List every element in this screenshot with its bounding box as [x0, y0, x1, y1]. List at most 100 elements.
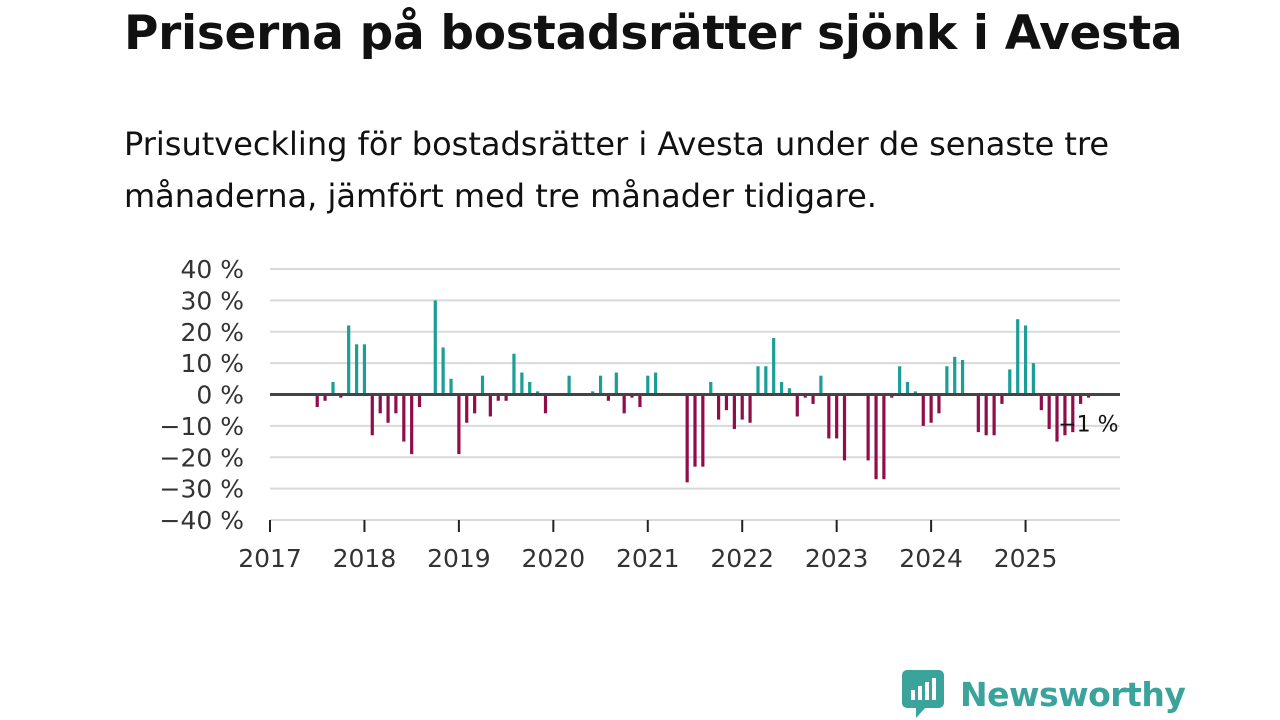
bar	[827, 394, 831, 439]
x-tick-label: 2021	[616, 544, 680, 573]
bar	[960, 359, 965, 395]
bar	[433, 300, 437, 395]
bar	[520, 372, 524, 395]
bar	[937, 394, 941, 414]
bar	[441, 347, 445, 395]
chart-subtitle: Prisutveckling för bostadsrätter i Avest…	[124, 125, 1110, 215]
bar	[1079, 394, 1083, 404]
bar	[614, 372, 618, 395]
bar	[1055, 394, 1059, 442]
x-tick-label: 2023	[805, 544, 869, 573]
x-tick-label: 2019	[427, 544, 491, 573]
bar	[811, 394, 815, 404]
bar	[315, 394, 319, 408]
bar	[953, 356, 957, 395]
bar	[331, 381, 335, 395]
bar	[598, 375, 603, 395]
bar	[402, 394, 406, 442]
bar	[693, 394, 697, 467]
bar	[496, 394, 500, 401]
x-tick-label: 2020	[522, 544, 586, 573]
bar	[709, 381, 713, 395]
bar	[835, 394, 839, 439]
bar	[898, 366, 902, 395]
bar	[984, 394, 988, 436]
y-tick-label: 30 %	[180, 286, 244, 315]
bar	[417, 394, 422, 408]
bar	[717, 394, 721, 420]
bar	[622, 394, 626, 414]
bar	[457, 394, 461, 455]
x-tick-label: 2024	[899, 544, 963, 573]
newsworthy-logo-icon	[902, 670, 944, 718]
bar	[701, 394, 705, 467]
bar	[1039, 394, 1043, 411]
bar	[362, 344, 367, 395]
bar	[630, 394, 634, 398]
bar	[638, 394, 642, 408]
bar	[654, 372, 658, 395]
y-tick-label: −40 %	[160, 506, 244, 535]
bar	[535, 391, 540, 395]
bar	[465, 394, 469, 423]
bar	[504, 394, 508, 401]
x-tick-label: 2025	[994, 544, 1058, 573]
bar	[512, 353, 516, 395]
bar	[543, 394, 548, 414]
bar	[890, 394, 894, 398]
bar	[480, 375, 485, 395]
bar	[921, 394, 925, 426]
bar	[740, 394, 744, 420]
bar	[1023, 325, 1028, 395]
axes	[269, 393, 1120, 532]
bar	[724, 394, 729, 411]
bar	[795, 394, 799, 417]
bar	[1031, 363, 1035, 395]
chart-title: Priserna på bostadsrätter sjönk i Avesta	[124, 6, 1183, 61]
y-tick-label: 40 %	[180, 255, 244, 284]
bars	[315, 300, 1091, 483]
y-tick-label: 10 %	[180, 349, 244, 378]
bar	[606, 394, 610, 401]
bar	[378, 394, 382, 414]
bar	[646, 375, 650, 395]
y-tick-label: −20 %	[160, 443, 244, 472]
bar	[355, 344, 359, 395]
labels: 40 %30 % 20 %10 % 0 %−10 %−20 % −30 %−40 % 2…	[160, 255, 1119, 573]
bar	[685, 394, 689, 483]
brand-logo: Newsworthy	[902, 670, 1186, 718]
bar	[370, 394, 374, 436]
bar	[819, 375, 823, 395]
bar	[732, 394, 736, 430]
bar	[905, 381, 910, 395]
y-tick-label: −30 %	[160, 475, 244, 504]
bar	[1063, 394, 1067, 436]
bar	[1071, 394, 1075, 433]
bar	[780, 381, 784, 395]
bar	[347, 325, 351, 395]
bar	[1016, 319, 1020, 395]
bar	[386, 394, 390, 423]
bar	[842, 394, 847, 461]
y-tick-label: 20 %	[180, 318, 244, 347]
bar	[1008, 369, 1012, 395]
bar	[1086, 394, 1091, 398]
x-tick-label: 2022	[710, 544, 774, 573]
bar	[1047, 394, 1051, 430]
bar	[323, 394, 327, 401]
y-tick-label: 0 %	[196, 381, 244, 410]
bar	[528, 381, 532, 395]
bar	[866, 394, 870, 461]
x-tick-label: 2018	[333, 544, 397, 573]
bar	[394, 394, 398, 414]
bar	[567, 375, 571, 395]
last-value-label: −1 %	[1058, 413, 1118, 438]
bar	[772, 338, 776, 395]
bar	[913, 391, 917, 395]
bar	[882, 394, 886, 480]
bar	[929, 394, 933, 423]
bar	[803, 394, 807, 398]
bar	[339, 394, 343, 398]
bar	[756, 366, 760, 395]
